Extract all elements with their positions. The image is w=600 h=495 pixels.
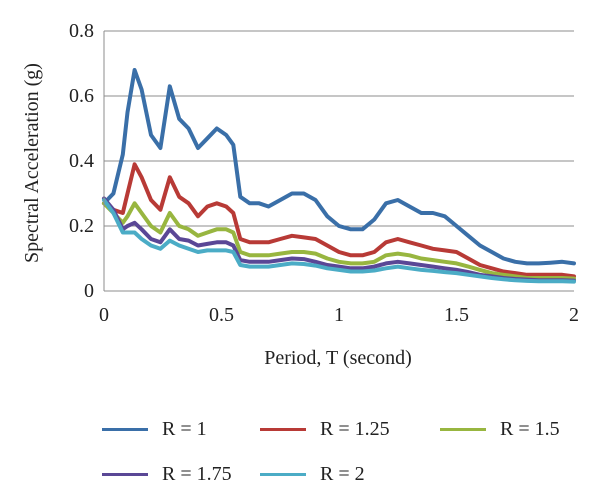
series-layer [102, 68, 576, 284]
y-tick-label: 0.8 [69, 20, 94, 42]
legend-label: R = 1 [162, 418, 207, 440]
y-tick-label: 0.4 [69, 150, 94, 172]
x-axis-title: Period, T (second) [264, 347, 412, 369]
legend-swatch [260, 428, 306, 431]
legend-item: R = 1 [102, 418, 207, 441]
legend-swatch [440, 428, 486, 431]
chart: 0 0.2 0.4 0.6 0.8 0 0.5 1 1.5 2 Spectral Accelera… [21, 20, 579, 369]
legend-label: R = 1.5 [500, 418, 560, 440]
x-tick-label: 1 [334, 304, 344, 326]
y-axis-title: Spectral Acceleration (g) [21, 63, 43, 263]
series-line-3 [102, 201, 576, 281]
legend-item: R = 1.75 [102, 463, 232, 486]
legend-item: R = 2 [260, 463, 365, 486]
y-tick-label: 0 [84, 280, 94, 302]
y-tick-label: 0.2 [69, 215, 94, 237]
legend-label: R = 1.75 [162, 463, 232, 485]
gridlines [104, 30, 574, 227]
axes-layer [103, 31, 574, 292]
legend-item: R = 1.5 [440, 418, 560, 441]
legend-swatch [102, 428, 148, 431]
legend-swatch [102, 473, 148, 476]
x-tick-label: 0.5 [209, 304, 234, 326]
legend-label: R = 2 [320, 463, 365, 485]
ticks-layer: 0 0.2 0.4 0.6 0.8 0 0.5 1 1.5 2 [69, 20, 579, 326]
y-tick-label: 0.6 [69, 85, 94, 107]
series-line-2 [102, 162, 576, 279]
legend-item: R = 1.25 [260, 418, 390, 441]
x-tick-label: 1.5 [444, 304, 469, 326]
legend-label: R = 1.25 [320, 418, 390, 440]
x-tick-label: 2 [569, 304, 579, 326]
series-line-5 [102, 198, 576, 284]
legend-swatch [260, 473, 306, 476]
series-line-1 [102, 68, 576, 266]
x-tick-label: 0 [99, 304, 109, 326]
